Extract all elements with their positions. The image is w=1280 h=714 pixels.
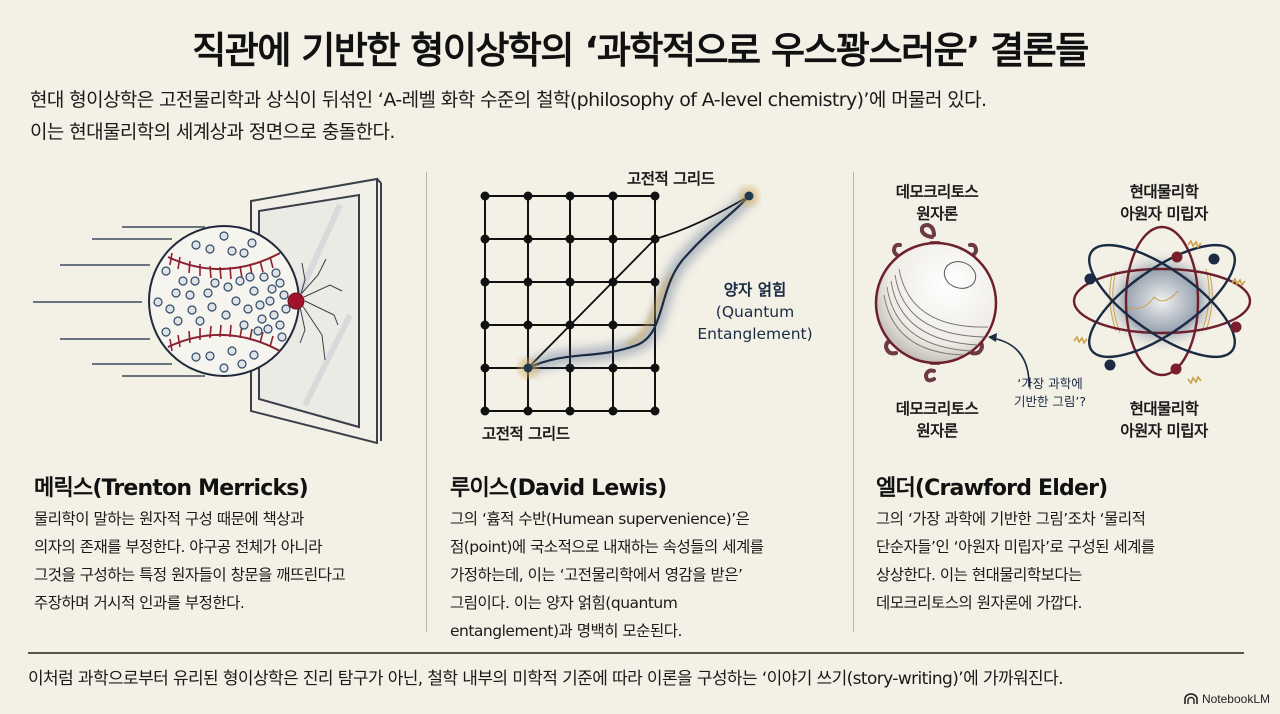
label-line: 데모크리토스 — [895, 183, 979, 201]
label-line: 현대물리학 — [1129, 183, 1199, 201]
entanglement-curve — [527, 195, 750, 369]
label-line: 원자론 — [916, 205, 958, 223]
label-entanglement-en: Entanglement) — [697, 325, 813, 343]
body-line: 점(point)에 국소적으로 내재하는 속성들의 세계를 — [450, 538, 764, 556]
conclusion-text: 이처럼 과학으로부터 유리된 형이상학은 진리 탐구가 아닌, 철학 내부의 미… — [28, 669, 1064, 689]
label-line: 원자론 — [916, 422, 958, 440]
label-line: 아원자 미립자 — [1120, 205, 1208, 223]
label-line: 아원자 미립자 — [1120, 422, 1208, 440]
body-line: 그림이다. 이는 양자 얽힘(quantum — [450, 594, 678, 612]
panel-title-merricks: 메릭스(Trenton Merricks) — [34, 476, 309, 501]
democritus-atom-icon — [874, 222, 998, 383]
label-line: 데모크리토스 — [895, 400, 979, 418]
body-line: 주장하며 거시적 인과를 부정한다. — [34, 594, 245, 612]
entangled-point-b — [744, 191, 754, 201]
label-entanglement-ko: 양자 얽힘 — [723, 281, 787, 299]
label-democritus-top: 데모크리토스 원자론 — [872, 181, 1002, 225]
grid-entanglement-illustration — [480, 186, 759, 416]
notebooklm-logo-icon — [1184, 693, 1198, 704]
subatomic-atom-icon — [1072, 225, 1252, 385]
label-modern-bottom: 현대물리학 아원자 미립자 — [1099, 398, 1229, 442]
body-line: 단순자들’인 ‘아원자 미립자’로 구성된 세계를 — [876, 538, 1155, 556]
baseball-icon — [148, 225, 305, 377]
entangled-point-a — [523, 363, 533, 373]
arrow-note: ‘가장 과학에 기반한 그림’? — [1000, 375, 1100, 411]
column-divider-2 — [853, 172, 854, 632]
panel-body-elder: 그의 ‘가장 과학에 기반한 그림’조차 ‘물리적 단순자들’인 ‘아원자 미립… — [876, 505, 1276, 617]
label-entanglement: 양자 얽힘 (Quantum Entanglement) — [685, 279, 825, 345]
atom-comparison-illustration — [874, 222, 1252, 388]
label-grid-top: 고전적 그리드 — [627, 170, 715, 188]
body-line: 가정하는데, 이는 ‘고전물리학에서 영감을 받은’ — [450, 566, 743, 584]
window-frame-icon — [250, 177, 382, 445]
label-line: 현대물리학 — [1129, 400, 1199, 418]
panel-title-elder: 엘더(Crawford Elder) — [876, 476, 1108, 501]
body-line: 상상한다. 이는 현대물리학보다는 — [876, 566, 1082, 584]
body-line: 데모크리토스의 원자론에 가깝다. — [876, 594, 1082, 612]
column-divider-1 — [426, 172, 427, 632]
baseball-window-illustration — [33, 177, 382, 445]
page-title: 직관에 기반한 형이상학의 ‘과학적으로 우스꽝스러운’ 결론들 — [192, 29, 1089, 72]
subtitle-line-1: 현대 형이상학은 고전물리학과 상식이 뒤섞인 ‘A-레벨 화학 수준의 철학(… — [30, 89, 987, 111]
panel-body-merricks: 물리학이 말하는 원자적 구성 때문에 책상과 의자의 존재를 부정한다. 야구… — [34, 505, 424, 617]
brand-label: NotebookLM — [1201, 692, 1270, 706]
brand-badge: NotebookLM — [1184, 692, 1270, 706]
body-line: 의자의 존재를 부정한다. 야구공 전체가 아니라 — [34, 538, 323, 556]
panel-body-lewis: 그의 ‘흄적 수반(Humean supervenience)’은 점(poin… — [450, 505, 850, 645]
subtitle: 현대 형이상학은 고전물리학과 상식이 뒤섞인 ‘A-레벨 화학 수준의 철학(… — [30, 84, 1260, 148]
label-entanglement-en: (Quantum — [715, 303, 795, 321]
subtitle-line-2: 이는 현대물리학의 세계상과 정면으로 충돌한다. — [30, 121, 395, 143]
impact-atom-icon — [287, 292, 305, 310]
panel-title-lewis: 루이스(David Lewis) — [450, 476, 667, 501]
body-line: 그의 ‘가장 과학에 기반한 그림’조차 ‘물리적 — [876, 510, 1146, 528]
body-line: 물리학이 말하는 원자적 구성 때문에 책상과 — [34, 510, 304, 528]
label-grid-bottom: 고전적 그리드 — [482, 425, 570, 443]
body-line: entanglement)과 명백히 모순된다. — [450, 622, 682, 640]
panel-elder: 데모크리토스 원자론 현대물리학 아원자 미립자 데모크리토스 원자론 현대물리… — [854, 165, 1280, 640]
panel-lewis: 고전적 그리드 고전적 그리드 양자 얽힘 (Quantum Entanglem… — [427, 165, 853, 640]
label-modern-top: 현대물리학 아원자 미립자 — [1099, 181, 1229, 225]
label-democritus-bottom: 데모크리토스 원자론 — [872, 398, 1002, 442]
note-line: 기반한 그림’? — [1013, 394, 1087, 409]
atom-dots — [153, 231, 291, 373]
panel-merricks: 메릭스(Trenton Merricks) 물리학이 말하는 원자적 구성 때문… — [0, 165, 426, 640]
classical-grid-icon — [484, 195, 656, 412]
question-arrow — [991, 337, 1030, 388]
motion-lines — [33, 226, 205, 377]
body-line: 그의 ‘흄적 수반(Humean supervenience)’은 — [450, 510, 750, 528]
body-line: 그것을 구성하는 특정 원자들이 창문을 깨뜨린다고 — [34, 566, 346, 584]
note-line: ‘가장 과학에 — [1017, 376, 1083, 391]
footer-divider — [28, 652, 1244, 654]
